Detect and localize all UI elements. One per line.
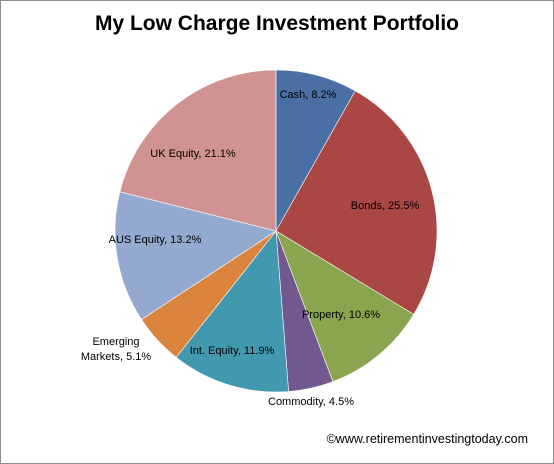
pie-slice <box>275 90 438 315</box>
pie-labels: Cash, 8.2% Bonds, 25.5% Property, 10.6% Com… <box>81 89 420 408</box>
slice-label: Cash, 8.2% <box>280 89 337 101</box>
pie-slices <box>114 69 438 393</box>
pie-slice <box>175 230 289 393</box>
slice-label: Int. Equity, 11.9% <box>190 345 275 357</box>
slice-label: Emerging Markets, 5.1% <box>81 336 152 363</box>
slice-label: Bonds, 25.5% <box>351 200 420 212</box>
chart-title: My Low Charge Investment Portfolio <box>94 12 460 35</box>
slice-label: Commodity, 4.5% <box>268 396 354 408</box>
slice-label: Property, 10.6% <box>302 309 380 321</box>
slice-label: UK Equity, 21.1% <box>150 148 236 160</box>
footer-credit: ©www.retirementinvestingtoday.com <box>326 432 528 446</box>
pie-slice <box>275 230 415 383</box>
pie-slice <box>119 69 277 232</box>
pie-slice <box>114 191 277 320</box>
slice-label: AUS Equity, 13.2% <box>109 234 202 246</box>
